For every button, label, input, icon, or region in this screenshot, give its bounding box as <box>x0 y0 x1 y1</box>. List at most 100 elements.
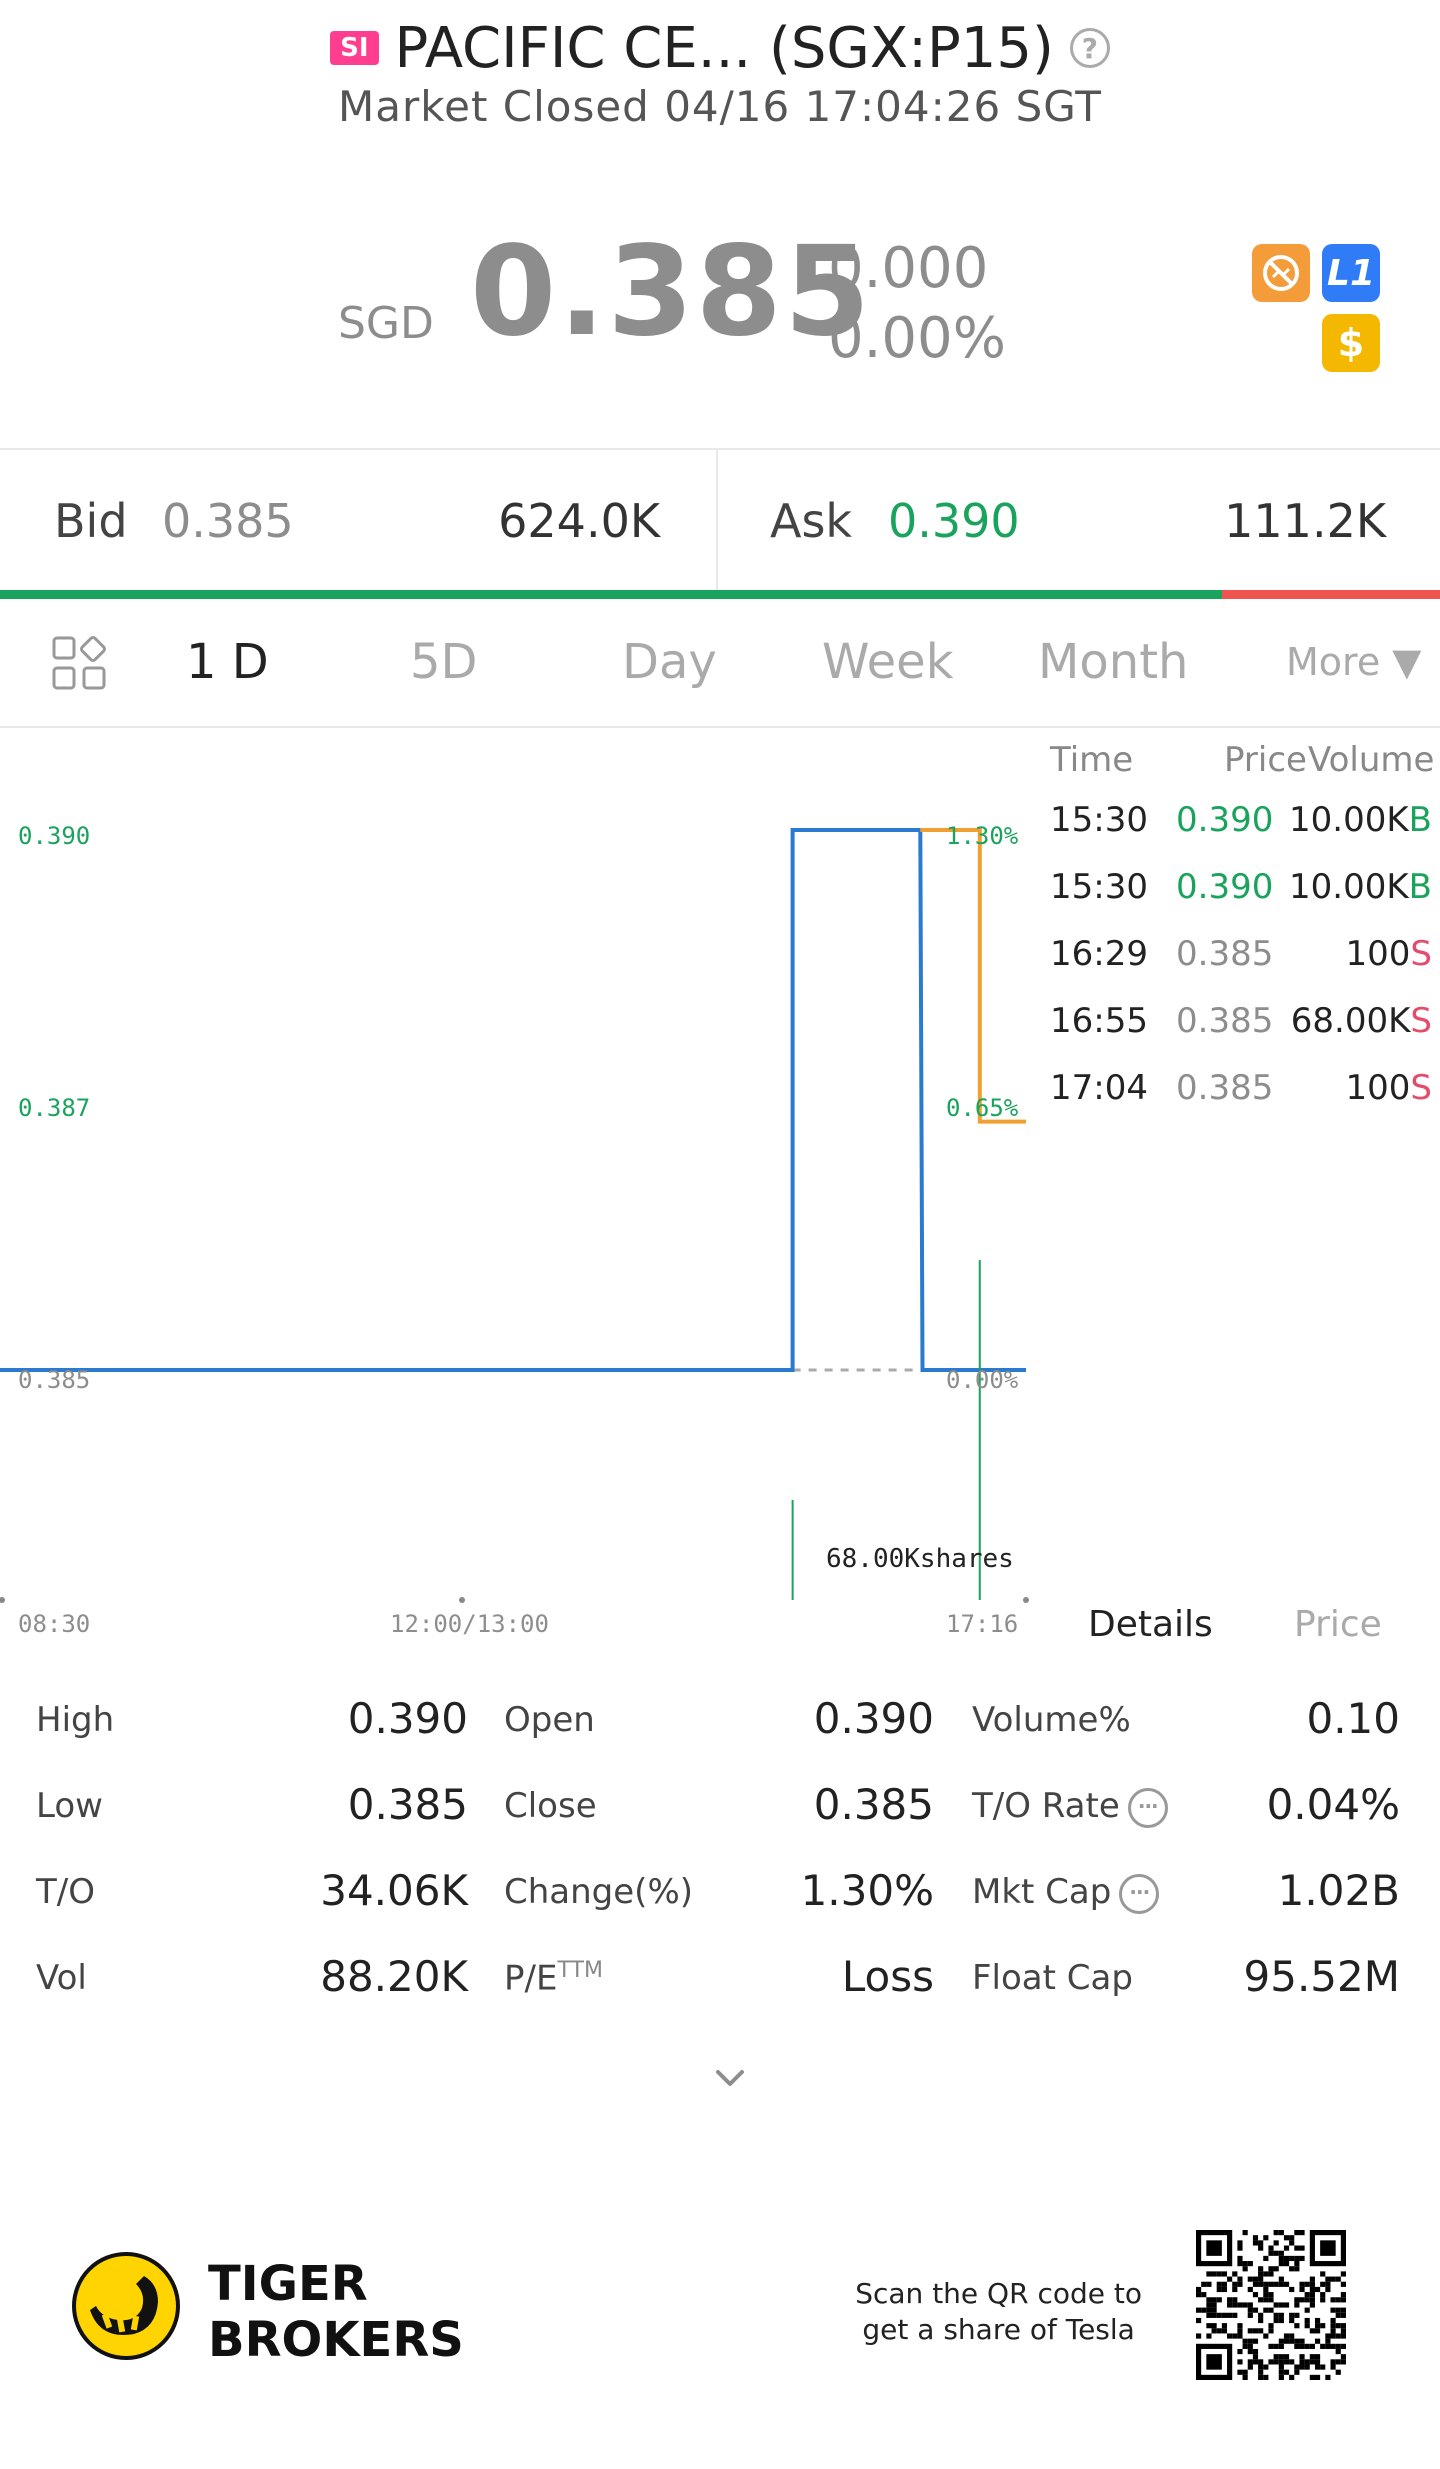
y-pct-low: 0.00% <box>946 1366 1019 1394</box>
brand-line-2: BROKERS <box>208 2312 464 2368</box>
intraday-chart[interactable] <box>0 730 1040 1610</box>
stat-label-change-: Change(%) <box>504 1872 693 1912</box>
stat-label-vol: Vol <box>36 1958 87 1998</box>
y-label-mid: 0.387 <box>18 1094 91 1122</box>
tick-price: 0.390 <box>1176 867 1274 907</box>
stat-label-text: Float Cap <box>972 1958 1133 1998</box>
tick-time: 16:29 <box>1050 934 1148 974</box>
x-axis-tick <box>1023 1597 1029 1603</box>
scan-line-2: get a share of Tesla <box>862 2313 1135 2346</box>
stat-label-p-e: P/ETTM <box>504 1958 603 1998</box>
tab-details[interactable]: Details <box>1088 1604 1213 1645</box>
x-axis-tick <box>0 1597 5 1603</box>
stat-label-text: T/O Rate <box>972 1786 1120 1826</box>
ticks-header-volume: Volume <box>1308 740 1435 780</box>
tab-month[interactable]: Month <box>1038 634 1189 690</box>
currency-label: SGD <box>338 298 434 349</box>
stat-label-text: Close <box>504 1786 597 1826</box>
stat-label-text: Vol <box>36 1958 87 1998</box>
brand-line-1: TIGER <box>208 2256 368 2312</box>
stat-label-text: T/O <box>36 1872 95 1912</box>
ticks-header-time: Time <box>1050 740 1134 780</box>
y-pct-high: 1.30% <box>946 822 1019 850</box>
tick-side: S <box>1410 1068 1432 1108</box>
qr-code <box>1196 2230 1346 2380</box>
x-label-lunch: 12:00/13:00 <box>390 1610 549 1638</box>
tick-volume: 10.00KB <box>1289 800 1432 840</box>
tick-volume: 100S <box>1346 1068 1433 1108</box>
stat-label-float-cap: Float Cap <box>972 1958 1133 1998</box>
more-info-icon[interactable] <box>1119 1873 1160 1914</box>
tab-1d[interactable]: 1 D <box>186 634 269 690</box>
stat-label-close: Close <box>504 1786 597 1826</box>
stat-value: 88.20K <box>320 1952 468 2001</box>
tick-row: 15:30 0.390 10.00KB <box>1040 867 1440 927</box>
stat-label-text: High <box>36 1700 115 1740</box>
tab-price[interactable]: Price <box>1294 1604 1382 1645</box>
bid-size: 624.0K <box>498 494 660 548</box>
x-label-open: 08:30 <box>18 1610 91 1638</box>
y-label-low: 0.385 <box>18 1366 91 1394</box>
tick-price: 0.385 <box>1176 1068 1274 1108</box>
tick-side: S <box>1410 1001 1432 1041</box>
stat-label-text: Volume% <box>972 1700 1131 1740</box>
tab-week[interactable]: Week <box>822 634 954 690</box>
bid-label: Bid <box>54 494 128 548</box>
stat-value: 0.385 <box>813 1780 934 1829</box>
tick-time: 17:04 <box>1050 1068 1148 1108</box>
stat-value: 34.06K <box>320 1866 468 1915</box>
tab-more-dropdown[interactable]: More ▼ <box>1286 640 1422 684</box>
tick-time: 15:30 <box>1050 800 1148 840</box>
volume-annotation: 68.00Kshares <box>826 1544 1014 1574</box>
y-pct-mid: 0.65% <box>946 1094 1019 1122</box>
tick-volume: 68.00KS <box>1291 1001 1432 1041</box>
level1-icon[interactable]: L1 <box>1322 244 1380 302</box>
help-icon[interactable]: ? <box>1069 28 1110 68</box>
chevron-down-icon[interactable] <box>700 2060 760 2100</box>
x-label-close: 17:16 <box>946 1610 1019 1638</box>
dollar-icon[interactable]: $ <box>1322 314 1380 372</box>
layout-grid-icon[interactable] <box>52 636 108 692</box>
tab-day[interactable]: Day <box>622 634 717 690</box>
tab-5d[interactable]: 5D <box>410 634 478 690</box>
market-status: Market Closed 04/16 17:04:26 SGT <box>338 82 1102 131</box>
avg-price-line <box>920 828 1026 1124</box>
tick-row: 16:55 0.385 68.00KS <box>1040 1001 1440 1061</box>
stat-label-volume-: Volume% <box>972 1700 1131 1740</box>
stat-value: 0.385 <box>347 1780 468 1829</box>
tick-side: B <box>1408 867 1432 907</box>
more-info-icon[interactable] <box>1127 1787 1168 1828</box>
stat-label-text: Change(%) <box>504 1872 694 1912</box>
tick-price: 0.385 <box>1176 934 1274 974</box>
last-price: 0.385 <box>470 220 873 364</box>
bidask-separator <box>716 450 718 590</box>
y-label-high: 0.390 <box>18 822 91 850</box>
price-line <box>0 828 1026 1372</box>
stat-label-t-o-rate: T/O Rate <box>972 1786 1168 1828</box>
no-short-icon[interactable] <box>1252 244 1310 302</box>
brand-name: TIGER BROKERS <box>208 2256 464 2368</box>
stat-label-low: Low <box>36 1786 103 1826</box>
price-change: 0.000 <box>828 236 989 301</box>
ask-volume-bar <box>1222 590 1440 599</box>
stat-value: 95.52M <box>1243 1952 1400 2001</box>
stock-title: PACIFIC CE... (SGX:P15) <box>394 15 1054 81</box>
stat-label-t-o: T/O <box>36 1872 95 1912</box>
stat-value: 1.02B <box>1277 1866 1400 1915</box>
stat-value: 0.04% <box>1266 1780 1400 1829</box>
tick-volume: 100S <box>1346 934 1433 974</box>
stat-label-text: Mkt Cap <box>972 1872 1112 1912</box>
bid-volume-bar <box>0 590 1222 599</box>
stat-label-open: Open <box>504 1700 595 1740</box>
tick-volume-value: 68.00K <box>1290 1001 1411 1041</box>
stat-value: 0.390 <box>347 1694 468 1743</box>
tick-volume-value: 100 <box>1345 1068 1411 1108</box>
header-title-row: SI PACIFIC CE... (SGX:P15) ? <box>0 8 1440 88</box>
scan-line-1: Scan the QR code to <box>855 2277 1142 2310</box>
bid-price: 0.385 <box>162 494 294 548</box>
divider <box>0 726 1440 728</box>
tick-time: 15:30 <box>1050 867 1148 907</box>
stat-value: Loss <box>841 1952 934 2001</box>
x-axis-tick <box>459 1597 465 1603</box>
ticks-header-price: Price <box>1224 740 1307 780</box>
